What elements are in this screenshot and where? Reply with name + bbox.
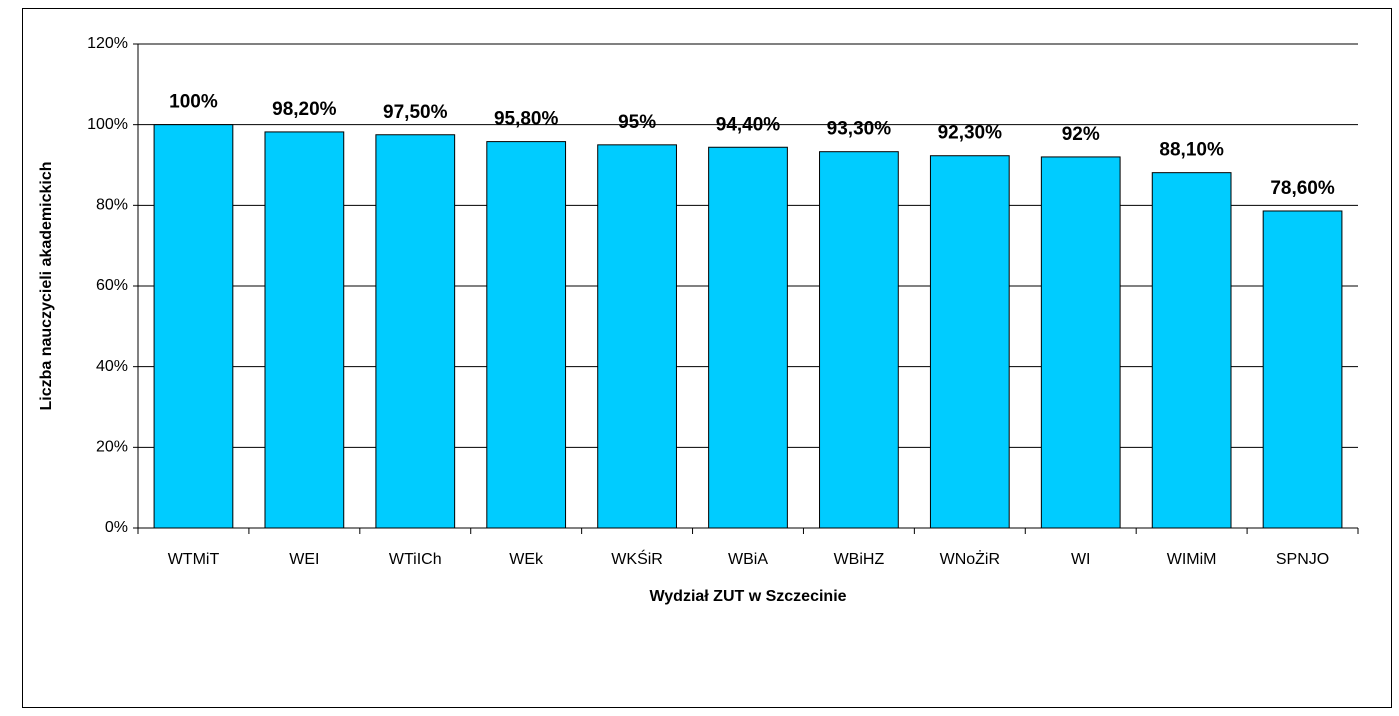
bar	[1040, 156, 1121, 529]
bar	[597, 144, 677, 529]
x-tick-label: SPNJO	[1276, 551, 1329, 568]
y-tick-label: 40%	[96, 358, 128, 375]
bar	[153, 124, 234, 529]
x-tick-label: WI	[1071, 551, 1091, 568]
y-tick-label: 120%	[87, 35, 128, 52]
bar	[929, 155, 1010, 529]
x-tick-label: WTMiT	[168, 551, 220, 568]
x-tick-label: WBiHZ	[834, 551, 885, 568]
x-tick-label: WNoŻiR	[940, 549, 1000, 568]
y-tick-label: 100%	[87, 116, 128, 133]
x-tick-label: WEk	[509, 551, 544, 568]
x-axis-title: Wydział ZUT w Szczecinie	[649, 588, 846, 605]
data-label: 92%	[1062, 124, 1100, 145]
x-tick-label: WTiICh	[389, 551, 442, 568]
x-tick-label: WEI	[289, 551, 319, 568]
y-tick-label: 20%	[96, 439, 128, 456]
x-tick-label: WKŚiR	[611, 549, 663, 568]
bar	[1262, 210, 1343, 529]
y-axis-title: Liczba nauczycieli akademickich	[38, 161, 55, 410]
data-label: 92,30%	[938, 123, 1003, 144]
bar	[486, 141, 567, 529]
x-tick-label: WIMiM	[1167, 551, 1217, 568]
data-label: 94,40%	[716, 114, 781, 135]
y-tick-label: 0%	[105, 519, 128, 536]
y-tick-label: 80%	[96, 197, 128, 214]
data-label: 88,10%	[1159, 140, 1224, 161]
bar	[1151, 172, 1232, 529]
data-label: 98,20%	[272, 99, 337, 120]
data-label: 95%	[618, 112, 656, 133]
y-tick-label: 60%	[96, 277, 128, 294]
data-label: 95,80%	[494, 109, 559, 130]
bar	[819, 151, 899, 529]
data-label: 78,60%	[1270, 178, 1335, 199]
x-tick-label: WBiA	[728, 551, 768, 568]
bar	[375, 134, 456, 529]
bar	[708, 146, 788, 529]
data-label: 100%	[169, 92, 218, 113]
data-label: 97,50%	[383, 102, 448, 123]
bar	[264, 131, 345, 529]
data-label: 93,30%	[827, 119, 892, 140]
